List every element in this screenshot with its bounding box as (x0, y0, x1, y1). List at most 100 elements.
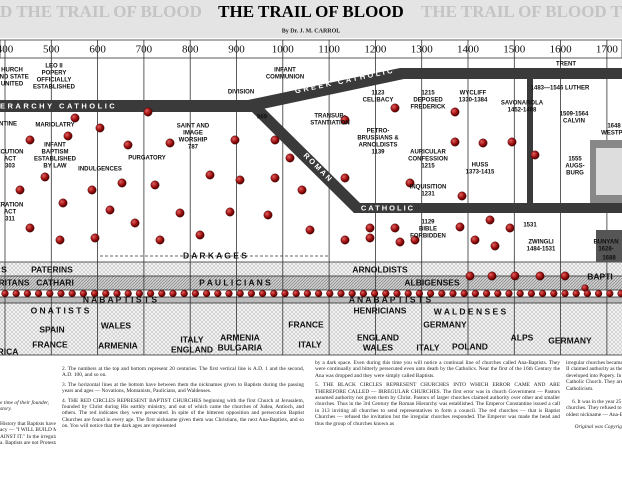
church-dot (113, 289, 121, 298)
event-label: ACT (4, 210, 17, 216)
band-label: CATHOLIC (361, 203, 415, 212)
church-dot (147, 289, 155, 298)
church-dot (617, 289, 622, 298)
church-dot (505, 223, 515, 233)
notes-col-4: irregular churches became the HII claime… (566, 360, 622, 488)
band-label: ERARCHY CATHOLIC (0, 101, 117, 110)
note-text: 2. The numbers at the top and bottom rep… (62, 366, 304, 379)
church-dot (12, 289, 20, 298)
church-dot (450, 137, 460, 147)
event-label: BY LAW (43, 164, 67, 170)
notes-col-1: e time of their founder, story. History th… (0, 400, 56, 488)
event-label: AUGS- (565, 164, 584, 170)
event-label: BURG (566, 171, 584, 177)
church-dot (405, 178, 415, 188)
church-dot (490, 241, 500, 251)
church-dot (90, 233, 100, 243)
church-dot (281, 289, 289, 298)
church-dot (510, 271, 520, 281)
church-dot (390, 223, 400, 233)
band-label: ROMAN (302, 151, 335, 184)
event-label: ZWINGLI (528, 240, 554, 246)
event-label: SAINT AND (177, 124, 210, 130)
church-dot (247, 289, 256, 298)
century-label: 1500 (503, 44, 526, 56)
paulician-band (0, 276, 622, 290)
church-dot (225, 289, 233, 298)
event-label: WESTPH (601, 131, 622, 137)
event-label: SAVONAROLA (501, 101, 544, 107)
event-label: ACT (4, 157, 17, 163)
sect-label: N A B A P T I S T S (83, 294, 157, 304)
church-dot (560, 271, 570, 281)
note-text: e time of their founder, (0, 400, 49, 406)
church-dot (572, 289, 580, 298)
church-dot (15, 185, 25, 195)
church-dot (470, 235, 480, 245)
sect-label: GERMANY (548, 335, 592, 345)
church-dot (471, 289, 480, 298)
sect-label: RICA (0, 346, 18, 356)
sect-label: SPAIN (39, 324, 64, 334)
church-dot (326, 289, 334, 298)
event-label: COMMUNION (266, 75, 304, 81)
church-dot (365, 233, 375, 243)
church-dot (102, 289, 110, 298)
note-text: 5. THE BLACK CIRCLES REPRESENT CHURCHES … (315, 382, 560, 427)
event-label: AURICULAR (410, 150, 446, 156)
church-dot (25, 223, 35, 233)
church-dot (230, 135, 240, 145)
church-dot (236, 289, 244, 298)
ghost-title: THE TRAIL OF BLOOD T (421, 2, 622, 21)
sect-label: W A L D E N S E S (434, 306, 507, 316)
event-label: CELIBACY (363, 98, 394, 104)
church-dot (455, 222, 465, 232)
event-label: ECUTION (0, 150, 24, 156)
church-dot (427, 289, 435, 298)
church-dot (583, 289, 592, 298)
church-dot (365, 223, 375, 233)
event-label: WORSHIP (179, 138, 208, 144)
event-label: 1688 (602, 256, 616, 262)
chart-diagram: D THE TRAIL OF BLOOD THE TRAIL OF BLOOD … (0, 0, 622, 356)
event-label: HUSS (472, 163, 489, 169)
century-label: 400 (0, 44, 14, 56)
note-text: Catholicism. (566, 385, 594, 392)
event-label: NTINE (0, 122, 17, 128)
event-label: 1330-1384 (459, 98, 488, 104)
sect-label: RITANS (0, 277, 30, 287)
ghost-title: D THE TRAIL OF BLOOD (0, 2, 202, 21)
church-dot (390, 103, 400, 113)
sect-label: ALPS (511, 332, 534, 342)
event-label: 1231 (421, 192, 435, 198)
church-dot (297, 185, 307, 195)
church-dot (175, 208, 185, 218)
event-label: DEPOSED (413, 98, 443, 104)
event-label: 1483—1546 LUTHER (531, 86, 590, 92)
church-dot (483, 289, 491, 298)
title: THE TRAIL OF BLOOD (218, 2, 404, 21)
note-text: AINST IT." In the irregular (0, 433, 56, 440)
church-dot (90, 289, 99, 298)
sect-label: BULGARIA (218, 342, 263, 352)
church-dot (395, 237, 405, 247)
century-label: 500 (43, 44, 60, 56)
event-label: 1555 (568, 157, 582, 163)
sect-label: S (1, 264, 7, 274)
event-label: 1648 (607, 124, 621, 130)
event-label: POPERY (42, 71, 67, 77)
event-label: 1484-1531 (527, 247, 556, 253)
church-dot (58, 198, 68, 208)
church-dot (105, 205, 115, 215)
church-dot (606, 289, 614, 298)
title-backdrop (208, 2, 414, 24)
event-label: 1139 (371, 150, 385, 156)
event-label: INQUISITION (410, 185, 447, 191)
event-label: ERATION (0, 203, 23, 209)
note-text: II claimed authority as the su (566, 366, 622, 373)
church-dot (270, 173, 280, 183)
church-dot (292, 289, 300, 298)
sect-label: ARMENIA (220, 332, 260, 342)
event-label: BAPTISM (42, 150, 69, 156)
event-label: INFANT (274, 68, 296, 74)
